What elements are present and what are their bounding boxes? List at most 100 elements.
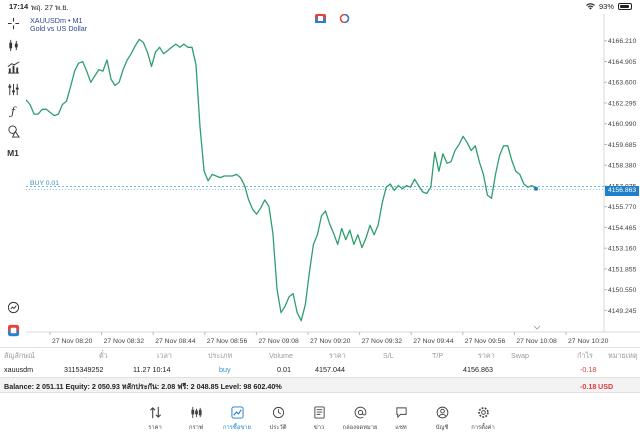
shapes-icon[interactable]	[3, 124, 23, 138]
cell-current-price: 4156.863	[463, 365, 493, 374]
price-tick-label: 4160.990	[608, 121, 637, 128]
total-profit: -0.18	[580, 382, 597, 391]
chart-icon	[190, 406, 202, 419]
price-tick-label: 4151.855	[608, 266, 637, 273]
nav-label: ราคา	[148, 425, 162, 431]
price-tick-label: 4154.465	[608, 225, 637, 232]
time-tick-label: 27 Nov 08:20	[52, 338, 93, 345]
nav-trade[interactable]: การซื้อขาย	[217, 406, 257, 432]
nav-label: กราฟ	[189, 425, 203, 431]
header-tp: T/P	[432, 351, 444, 360]
nav-label: การตั้งค่า	[471, 425, 495, 431]
history-icon	[272, 406, 284, 419]
status-right: 93%	[586, 2, 632, 11]
price-tick-label: 4164.905	[608, 59, 637, 66]
price-tick-label: 4166.210	[608, 38, 637, 45]
table-header: สัญลักษณ์ ตั๋ว เวลา ประเภท Volume ราคา S…	[0, 347, 640, 362]
nav-label: กล่องจดหมาย	[342, 425, 378, 431]
crosshair-icon[interactable]	[3, 16, 23, 30]
indicators-icon[interactable]	[3, 60, 23, 74]
profit-currency: USD	[598, 382, 614, 391]
cell-type: buy	[219, 365, 231, 374]
header-current-price: ราคา	[478, 351, 495, 360]
trade-toggle-icon[interactable]	[3, 323, 23, 337]
sliders-icon[interactable]	[3, 82, 23, 96]
left-toolbar: ƒ M1	[0, 14, 26, 344]
nav-label: บัญชี	[435, 425, 449, 431]
nav-account[interactable]: บัญชี	[422, 406, 462, 432]
status-bar: 17:14 พฤ. 27 พ.ย. 93%	[0, 0, 640, 12]
symbol-title[interactable]: XAUUSDm • M1	[30, 16, 83, 25]
price-tick-label: 4163.600	[608, 80, 637, 87]
time-tick-label: 27 Nov 08:44	[155, 338, 196, 345]
nav-settings[interactable]: การตั้งค่า	[463, 406, 503, 432]
nav-mailbox[interactable]: กล่องจดหมาย	[340, 406, 380, 432]
cell-ticket: 3115349252	[64, 365, 104, 374]
balance-summary: Balance: 2 051.11 Equity: 2 050.93 หลักป…	[4, 382, 282, 391]
chat-icon	[395, 407, 407, 419]
trade-icon	[230, 406, 244, 419]
header-type: ประเภท	[208, 351, 233, 360]
time-tick-label: 27 Nov 09:56	[465, 338, 506, 345]
nav-label: แชท	[395, 425, 407, 431]
chart-shift-marker	[533, 325, 541, 330]
table-row[interactable]: xauusdm 3115349252 11.27 10:14 buy 0.01 …	[0, 362, 640, 377]
price-chart[interactable]: 4166.210 4164.905 4163.600 4162.295 4160.990…	[26, 14, 640, 347]
one-click-trade-icon[interactable]	[315, 14, 326, 23]
news-icon	[313, 406, 325, 419]
time-tick-label: 27 Nov 09:32	[362, 338, 403, 345]
header-open-price: ราคา	[329, 351, 346, 360]
last-price-dot	[534, 186, 538, 191]
wifi-icon	[586, 3, 595, 10]
balance-bar: Balance: 2 051.11 Equity: 2 050.93 หลักป…	[0, 377, 640, 393]
cell-open-price: 4157.044	[315, 365, 345, 374]
time-tick-label: 27 Nov 08:56	[207, 338, 248, 345]
price-tick-label: 4158.380	[608, 163, 637, 170]
price-tick-label: 4149.245	[608, 308, 637, 315]
header-swap: Swap	[511, 351, 529, 360]
header-ticket: ตั๋ว	[99, 351, 108, 360]
settings-icon	[477, 407, 489, 418]
header-time: เวลา	[157, 351, 172, 360]
price-series-line	[26, 38, 537, 322]
positions-table: สัญลักษณ์ ตั๋ว เวลา ประเภท Volume ราคา S…	[0, 347, 640, 377]
nav-news[interactable]: ข่าว	[299, 406, 339, 432]
symbol-description: Gold vs US Dollar	[30, 24, 88, 33]
mailbox-icon	[354, 406, 366, 419]
header-profit: กำไร	[577, 351, 593, 360]
nav-label: การซื้อขาย	[223, 425, 251, 431]
cell-time: 11.27 10:14	[133, 365, 171, 374]
chart-area[interactable]: 4166.210 4164.905 4163.600 4162.295 4160.990…	[26, 14, 640, 347]
account-icon	[436, 406, 448, 419]
time-tick-label: 27 Nov 09:44	[413, 338, 454, 345]
nav-label: ประวัติ	[269, 425, 287, 431]
quotes-icon	[149, 406, 161, 419]
cell-profit: -0.18	[580, 365, 597, 374]
buy-line-label[interactable]: BUY 0.01	[30, 180, 59, 187]
nav-chat[interactable]: แชท	[381, 406, 421, 432]
nav-chart[interactable]: กราฟ	[176, 406, 216, 432]
nav-history[interactable]: ประวัติ	[258, 406, 298, 432]
function-icon[interactable]: ƒ	[10, 104, 16, 118]
nav-quotes[interactable]: ราคา	[135, 406, 175, 432]
status-date: พฤ. 27 พ.ย.	[31, 3, 69, 12]
header-sl: S/L	[383, 351, 394, 360]
price-tick-label: 4153.160	[608, 246, 637, 253]
alarm-clock-icon[interactable]	[3, 300, 23, 314]
header-comment: หมายเหตุ	[608, 351, 638, 360]
price-tick-label: 4150.550	[608, 287, 637, 294]
bottom-nav: ราคา กราฟ การซื้อขาย ประวัติ ข่าว กล่องจ…	[0, 399, 640, 447]
timeframe-button[interactable]: M1	[7, 148, 19, 158]
cell-volume: 0.01	[277, 365, 291, 374]
cell-symbol: xauusdm	[4, 365, 34, 374]
battery-icon	[618, 3, 632, 10]
header-volume: Volume	[269, 351, 293, 360]
battery-fill	[620, 5, 630, 8]
time-tick-label: 27 Nov 09:08	[258, 338, 299, 345]
nav-label: ข่าว	[313, 425, 325, 431]
depth-of-market-icon[interactable]	[339, 14, 350, 23]
time-tick-label: 27 Nov 10:08	[516, 338, 557, 345]
status-time: 17:14	[9, 2, 29, 11]
candles-icon[interactable]	[3, 38, 23, 52]
